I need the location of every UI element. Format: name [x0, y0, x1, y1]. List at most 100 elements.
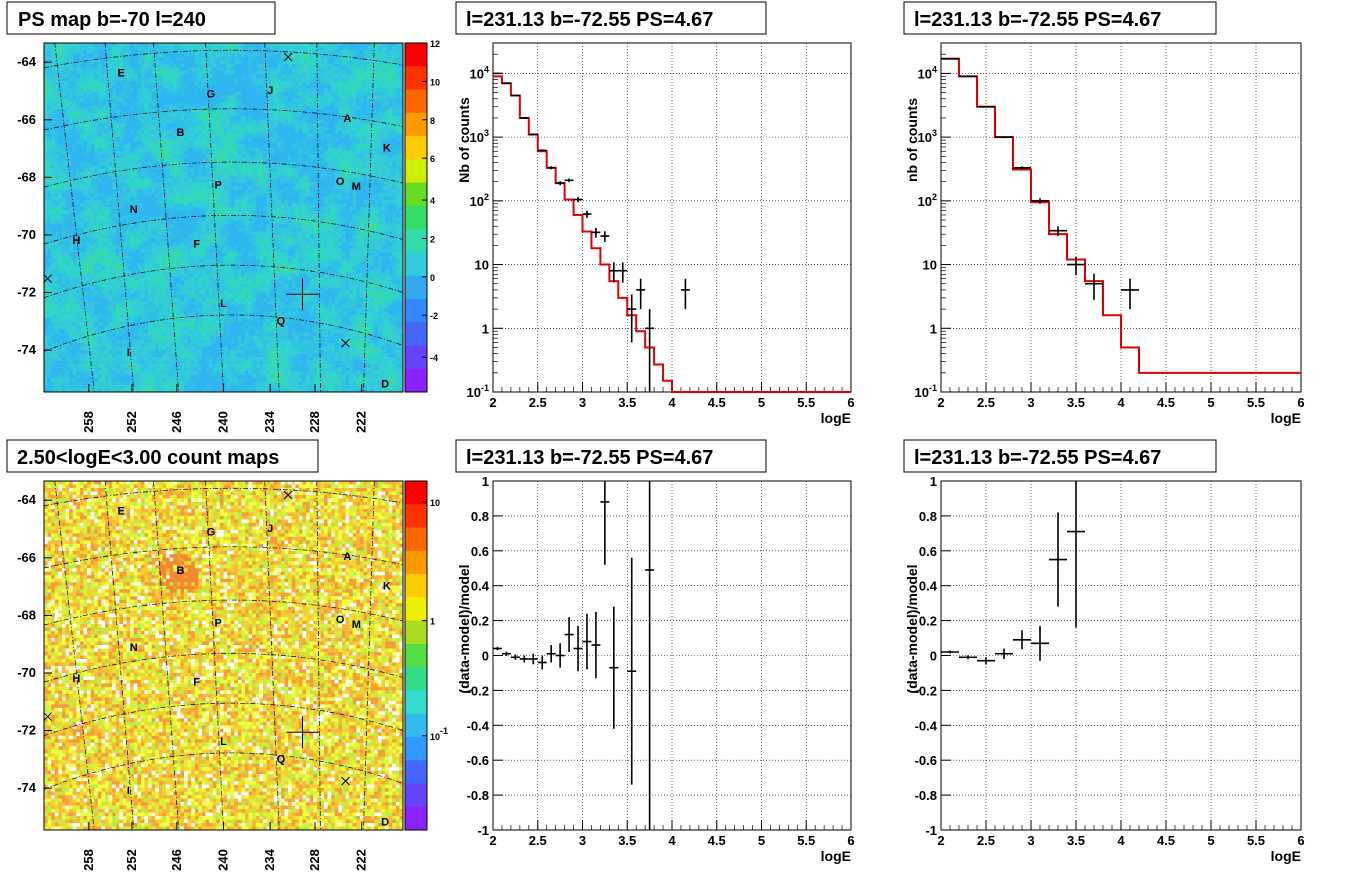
source-label-F: F [193, 677, 200, 689]
lat-tick-label: -64 [17, 492, 37, 507]
colorbar-segment [405, 597, 427, 621]
colorbar-segment [405, 736, 427, 761]
y-tick-label: 10 [475, 258, 489, 273]
source-label-M: M [352, 619, 361, 631]
y-tick-label: 0.6 [919, 544, 937, 559]
x-axis-label: logE [821, 410, 851, 426]
x-tick-label: 2 [937, 833, 944, 848]
colorbar-segment [405, 252, 427, 277]
latitude-line [43, 49, 404, 69]
count-map-title: 2.50<logE<3.00 count maps [17, 447, 279, 469]
lon-tick-label: 246 [169, 411, 184, 433]
colorbar-segment [405, 205, 427, 230]
y-tick-label: 10-1 [467, 383, 489, 400]
x-marker [341, 776, 350, 786]
latitude-line [43, 653, 404, 683]
colorbar-segment [405, 322, 427, 346]
y-tick-label: 0.6 [471, 544, 489, 559]
y-axis-label: Nb of counts [456, 97, 472, 183]
lat-tick-label: -74 [17, 780, 37, 795]
lat-tick-label: -70 [17, 227, 36, 242]
x-marker [341, 338, 350, 348]
residual-2-title-box [903, 439, 1217, 473]
x-tick-label: 4 [668, 833, 676, 848]
lon-tick-label: 252 [124, 411, 139, 433]
colorbar-tick-label: 2 [430, 234, 435, 244]
latitude-line [43, 108, 404, 131]
y-tick-label: -0.2 [915, 683, 937, 698]
y-tick-label: -1 [477, 823, 489, 838]
x-marker [43, 712, 52, 721]
source-label-L: L [220, 736, 227, 748]
source-label-K: K [383, 581, 391, 593]
x-tick-label: 2.5 [529, 395, 547, 410]
latitude-line [43, 487, 404, 507]
y-tick-label: 0.8 [919, 509, 937, 524]
y-tick-label: 102 [470, 192, 489, 209]
colorbar-segment [405, 481, 427, 505]
residual-2-title: l=231.13 b=-72.55 PS=4.67 [914, 447, 1161, 469]
source-label-G: G [207, 89, 216, 101]
colorbar-segment [405, 43, 427, 67]
x-tick-label: 3 [1027, 833, 1034, 848]
x-marker [283, 490, 293, 500]
longitude-line [264, 480, 280, 831]
colorbar-segment [405, 229, 427, 253]
x-tick-label: 5.5 [1247, 833, 1265, 848]
y-axis-label: (data-model)/model [456, 564, 472, 693]
y-tick-label: 103 [470, 128, 489, 145]
y-tick-label: -0.2 [467, 683, 489, 698]
lat-tick-label: -68 [17, 607, 36, 622]
longitude-line [54, 480, 95, 831]
colorbar-segment [405, 89, 427, 114]
y-tick-label: 102 [918, 192, 937, 209]
colorbar-segment [405, 159, 427, 183]
colorbar-segment [405, 783, 427, 808]
y-tick-label: 0 [482, 649, 489, 664]
x-tick-label: 4.5 [708, 395, 726, 410]
x-axis-label: logE [1271, 410, 1301, 426]
colorbar-tick-label: 10-1 [430, 726, 448, 742]
y-tick-label: 10-1 [915, 383, 937, 400]
colorbar-tick-label: 10 [430, 77, 440, 87]
colorbar-tick-label: -2 [430, 311, 438, 321]
y-tick-label: 0.2 [471, 614, 489, 629]
lon-tick-label: 240 [216, 411, 231, 433]
colorbar-tick-label: 10 [430, 498, 440, 508]
x-tick-label: 5.5 [797, 395, 815, 410]
source-label-B: B [176, 565, 184, 577]
lat-tick-label: -74 [17, 342, 37, 357]
source-label-J: J [267, 85, 273, 97]
x-tick-label: 4 [1117, 833, 1125, 848]
y-tick-label: 104 [918, 64, 937, 81]
lat-tick-label: -72 [17, 723, 36, 738]
x-tick-label: 6 [847, 395, 854, 410]
y-tick-label: 0.4 [471, 579, 490, 594]
y-tick-label: 0.8 [471, 509, 489, 524]
colorbar-frame [404, 42, 428, 393]
source-label-J: J [267, 523, 273, 535]
lon-tick-label: 252 [124, 849, 139, 871]
lat-tick-label: -66 [17, 550, 36, 565]
colorbar-segment [405, 345, 427, 370]
source-label-B: B [176, 127, 184, 139]
longitude-line [205, 42, 224, 393]
x-tick-label: 3.5 [1067, 833, 1085, 848]
x-tick-label: 5.5 [1247, 395, 1265, 410]
x-tick-label: 6 [1297, 395, 1304, 410]
latitude-line [43, 702, 404, 737]
spectrum-2-title-box [903, 1, 1217, 35]
lat-tick-label: -64 [17, 54, 37, 69]
colorbar-segment [405, 504, 427, 528]
x-tick-label: 4 [1117, 395, 1125, 410]
lon-tick-label: 258 [81, 849, 96, 871]
lat-tick-label: -68 [17, 169, 36, 184]
lon-tick-label: 228 [307, 411, 322, 433]
source-label-L: L [220, 298, 227, 310]
x-tick-label: 4 [668, 395, 676, 410]
x-tick-label: 3.5 [618, 833, 636, 848]
source-label-H: H [72, 235, 80, 247]
colorbar-segment [405, 574, 427, 598]
